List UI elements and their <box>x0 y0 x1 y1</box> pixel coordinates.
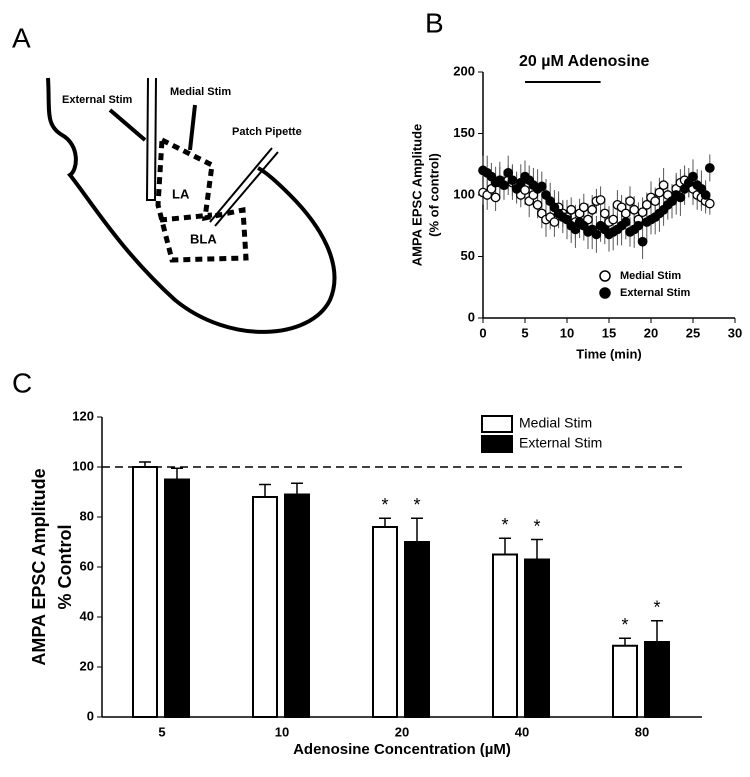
point <box>633 220 644 231</box>
point <box>578 202 589 213</box>
point <box>503 168 514 178</box>
diagram-label: Patch Pipette <box>232 126 302 138</box>
x-tick-label: 10 <box>275 724 289 739</box>
y-tick-label: 20 <box>80 658 94 673</box>
point <box>587 204 598 215</box>
point <box>704 198 715 209</box>
bar <box>372 526 398 718</box>
legend-marker <box>599 287 611 299</box>
legend-swatch <box>481 415 513 433</box>
point <box>570 224 581 235</box>
significance: * <box>413 495 420 515</box>
point <box>532 199 543 210</box>
y-tick-label: 100 <box>72 458 94 473</box>
point <box>688 171 698 182</box>
legend-label: Medial Stim <box>519 415 592 431</box>
x-axis-label: Adenosine Concentration (µM) <box>293 741 511 758</box>
legend-marker <box>599 270 611 282</box>
point <box>658 180 669 191</box>
point <box>620 208 631 219</box>
bar <box>644 641 670 718</box>
significance: * <box>621 615 628 635</box>
x-axis-label: Time (min) <box>576 346 642 361</box>
point <box>620 217 631 227</box>
bar <box>132 466 158 718</box>
point <box>507 175 518 186</box>
y-tick-label: 100 <box>453 186 475 201</box>
y-tick-label: 120 <box>72 408 94 423</box>
point <box>654 187 665 198</box>
point <box>595 195 606 205</box>
panel-label: C <box>12 367 32 398</box>
y-tick-label: 0 <box>468 309 475 324</box>
y-tick-label: 150 <box>453 125 475 140</box>
y-axis-label: % Control <box>55 525 75 610</box>
bar <box>164 478 190 718</box>
y-axis-label: AMPA EPSC Amplitude <box>409 124 424 267</box>
point <box>641 199 652 210</box>
y-axis-label: AMPA EPSC Amplitude <box>29 468 49 665</box>
point <box>637 236 648 247</box>
point <box>549 217 560 227</box>
y-tick-label: 60 <box>80 558 94 573</box>
x-tick-label: 15 <box>602 325 616 340</box>
y-tick-label: 200 <box>453 63 475 78</box>
legend-label: Medial Stim <box>620 270 681 282</box>
point <box>490 192 501 203</box>
x-tick-label: 20 <box>395 724 409 739</box>
diagram-label: LA <box>172 186 190 201</box>
x-tick-label: 0 <box>479 325 486 340</box>
bar <box>524 558 550 718</box>
diagram <box>46 77 337 334</box>
y-tick-label: 50 <box>461 248 475 263</box>
point <box>625 196 635 206</box>
x-tick-label: 30 <box>728 325 742 340</box>
x-tick-label: 5 <box>158 724 165 739</box>
point <box>599 208 610 219</box>
significance: * <box>381 495 388 515</box>
x-tick-label: 40 <box>515 724 529 739</box>
point <box>650 196 661 206</box>
x-tick-label: 20 <box>644 325 658 340</box>
panel-label: B <box>425 7 444 38</box>
point <box>675 192 686 203</box>
annotation: 20 µM Adenosine <box>519 53 650 70</box>
point <box>629 204 640 215</box>
y-tick-label: 0 <box>87 708 94 723</box>
point <box>700 190 711 200</box>
x-tick-label: 5 <box>521 325 528 340</box>
significance: * <box>501 515 508 535</box>
legend-label: External Stim <box>620 287 691 299</box>
x-tick-label: 25 <box>686 325 700 340</box>
bar <box>492 553 518 718</box>
legend-swatch <box>481 435 513 453</box>
bar <box>284 493 310 718</box>
significance: * <box>653 598 660 618</box>
y-tick-label: 80 <box>80 508 94 523</box>
bar <box>404 541 430 718</box>
significance: * <box>533 516 540 536</box>
point <box>499 180 509 191</box>
y-tick-label: 40 <box>80 608 94 623</box>
legend-label: External Stim <box>519 435 602 451</box>
point <box>566 204 577 215</box>
y-axis-label: (% of control) <box>426 153 441 237</box>
point <box>608 214 619 225</box>
point <box>536 181 547 192</box>
diagram-label: Medial Stim <box>170 86 231 98</box>
diagram-label: BLA <box>190 231 217 246</box>
point <box>704 163 715 173</box>
bar <box>252 496 278 718</box>
x-tick-label: 10 <box>560 325 574 340</box>
x-tick-label: 80 <box>635 724 649 739</box>
point <box>637 207 648 218</box>
diagram-label: External Stim <box>62 94 133 106</box>
panel-label: A <box>12 22 31 53</box>
bar <box>612 644 638 718</box>
point <box>591 229 602 240</box>
